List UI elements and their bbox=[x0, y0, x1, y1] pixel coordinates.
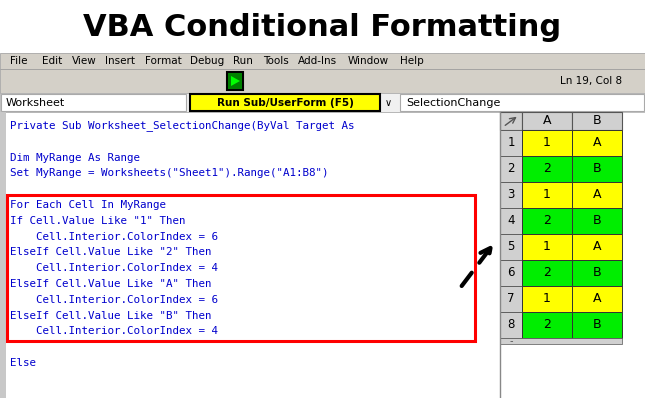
Text: 7: 7 bbox=[507, 293, 515, 306]
Bar bbox=[500, 260, 522, 286]
Text: B: B bbox=[593, 267, 601, 279]
Text: Else: Else bbox=[10, 358, 36, 368]
Text: For Each Cell In MyRange: For Each Cell In MyRange bbox=[10, 200, 166, 210]
Bar bbox=[522, 182, 572, 208]
Text: 2: 2 bbox=[543, 215, 551, 228]
Text: Cell.Interior.ColorIndex = 4: Cell.Interior.ColorIndex = 4 bbox=[10, 326, 218, 336]
Text: 2: 2 bbox=[543, 162, 551, 176]
Bar bbox=[522, 286, 572, 312]
Text: View: View bbox=[72, 56, 97, 66]
Text: -: - bbox=[510, 336, 513, 346]
Text: 2: 2 bbox=[543, 267, 551, 279]
Bar bbox=[572, 182, 622, 208]
Bar bbox=[190, 94, 380, 111]
Text: Dim MyRange As Range: Dim MyRange As Range bbox=[10, 152, 140, 163]
Text: Worksheet: Worksheet bbox=[6, 98, 65, 107]
Bar bbox=[500, 112, 522, 130]
Bar bbox=[0, 69, 645, 93]
Bar bbox=[227, 72, 243, 90]
Bar bbox=[572, 112, 622, 130]
Text: ∨: ∨ bbox=[384, 98, 392, 107]
Text: Debug: Debug bbox=[190, 56, 224, 66]
Bar bbox=[500, 156, 522, 182]
Text: 3: 3 bbox=[508, 189, 515, 201]
Bar bbox=[500, 312, 522, 338]
Bar bbox=[572, 156, 622, 182]
Text: 1: 1 bbox=[543, 189, 551, 201]
Text: VBA Conditional Formatting: VBA Conditional Formatting bbox=[83, 14, 562, 43]
Bar bbox=[0, 112, 6, 398]
Bar bbox=[500, 234, 522, 260]
Text: If Cell.Value Like "1" Then: If Cell.Value Like "1" Then bbox=[10, 216, 186, 226]
Bar bbox=[572, 234, 622, 260]
Text: A: A bbox=[593, 240, 601, 254]
Text: 2: 2 bbox=[507, 162, 515, 176]
Text: 1: 1 bbox=[543, 137, 551, 150]
Bar bbox=[0, 93, 645, 112]
Bar bbox=[500, 208, 522, 234]
Text: A: A bbox=[593, 137, 601, 150]
Text: B: B bbox=[593, 162, 601, 176]
Bar bbox=[7, 195, 475, 341]
Text: ElseIf Cell.Value Like "2" Then: ElseIf Cell.Value Like "2" Then bbox=[10, 248, 212, 258]
Bar bbox=[522, 112, 572, 130]
Bar bbox=[500, 286, 522, 312]
Text: Cell.Interior.ColorIndex = 6: Cell.Interior.ColorIndex = 6 bbox=[10, 232, 218, 242]
Text: Tools: Tools bbox=[263, 56, 289, 66]
Text: Cell.Interior.ColorIndex = 4: Cell.Interior.ColorIndex = 4 bbox=[10, 263, 218, 273]
Text: 4: 4 bbox=[507, 215, 515, 228]
Bar bbox=[522, 234, 572, 260]
Bar bbox=[1, 94, 186, 111]
Bar bbox=[522, 130, 572, 156]
Text: Insert: Insert bbox=[105, 56, 135, 66]
Text: File: File bbox=[10, 56, 28, 66]
Text: Window: Window bbox=[348, 56, 389, 66]
Text: Run Sub/UserForm (F5): Run Sub/UserForm (F5) bbox=[217, 98, 353, 107]
Bar bbox=[500, 182, 522, 208]
Bar bbox=[400, 94, 644, 111]
Text: 5: 5 bbox=[508, 240, 515, 254]
Bar bbox=[228, 73, 242, 89]
Text: B: B bbox=[593, 115, 601, 127]
Text: A: A bbox=[593, 293, 601, 306]
Bar bbox=[572, 312, 622, 338]
Text: 1: 1 bbox=[507, 137, 515, 150]
Text: 2: 2 bbox=[543, 318, 551, 332]
Text: SelectionChange: SelectionChange bbox=[406, 98, 501, 107]
Text: 1: 1 bbox=[543, 240, 551, 254]
Text: Help: Help bbox=[400, 56, 424, 66]
Bar bbox=[572, 260, 622, 286]
Text: ElseIf Cell.Value Like "B" Then: ElseIf Cell.Value Like "B" Then bbox=[10, 310, 212, 321]
Text: ElseIf Cell.Value Like "A" Then: ElseIf Cell.Value Like "A" Then bbox=[10, 279, 212, 289]
Bar bbox=[522, 156, 572, 182]
Text: B: B bbox=[593, 215, 601, 228]
Text: 1: 1 bbox=[543, 293, 551, 306]
Bar bbox=[572, 208, 622, 234]
Polygon shape bbox=[231, 76, 240, 86]
Text: 6: 6 bbox=[507, 267, 515, 279]
FancyArrowPatch shape bbox=[462, 248, 490, 286]
Text: 8: 8 bbox=[508, 318, 515, 332]
Bar bbox=[0, 53, 645, 69]
Bar bbox=[522, 208, 572, 234]
Bar bbox=[572, 130, 622, 156]
Text: Add-Ins: Add-Ins bbox=[298, 56, 337, 66]
Bar bbox=[500, 130, 522, 156]
Text: Run: Run bbox=[233, 56, 253, 66]
Text: Cell.Interior.ColorIndex = 6: Cell.Interior.ColorIndex = 6 bbox=[10, 295, 218, 305]
Text: Private Sub Worksheet_SelectionChange(ByVal Target As: Private Sub Worksheet_SelectionChange(By… bbox=[10, 121, 355, 131]
Text: A: A bbox=[593, 189, 601, 201]
Text: Format: Format bbox=[145, 56, 182, 66]
Bar bbox=[500, 338, 622, 344]
Text: B: B bbox=[593, 318, 601, 332]
Text: Edit: Edit bbox=[42, 56, 63, 66]
Bar bbox=[572, 286, 622, 312]
Bar bbox=[522, 260, 572, 286]
Bar bbox=[0, 112, 500, 398]
Text: Set MyRange = Worksheets("Sheet1").Range("A1:B8"): Set MyRange = Worksheets("Sheet1").Range… bbox=[10, 168, 328, 178]
Text: A: A bbox=[542, 115, 551, 127]
Text: Ln 19, Col 8: Ln 19, Col 8 bbox=[560, 76, 622, 86]
Bar bbox=[522, 312, 572, 338]
